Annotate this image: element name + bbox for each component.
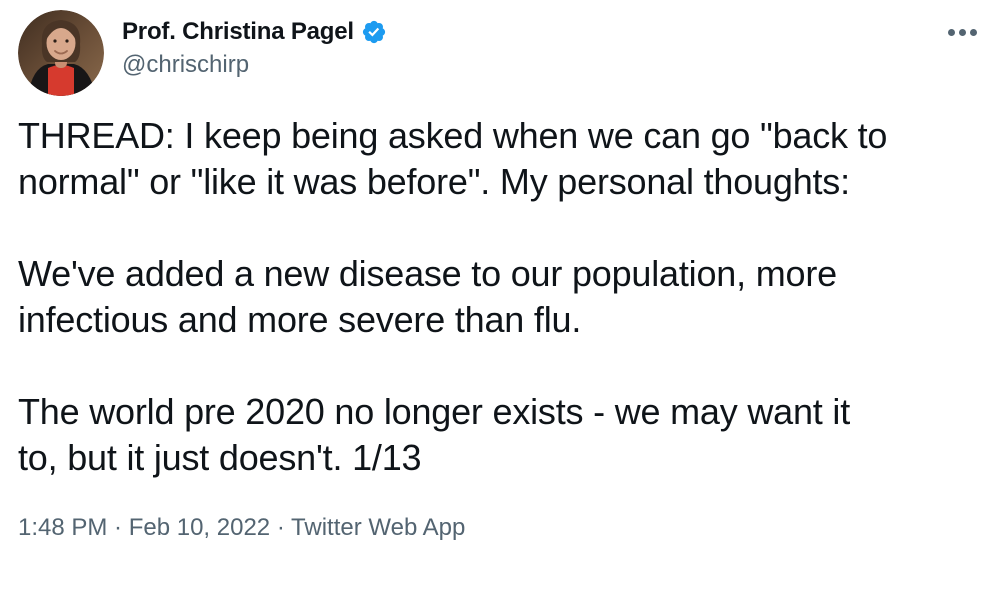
more-options-icon xyxy=(948,29,955,36)
tweet-paragraph: The world pre 2020 no longer exists - we… xyxy=(18,391,850,478)
more-options-button[interactable] xyxy=(944,25,981,40)
tweet-paragraph: We've added a new disease to our populat… xyxy=(18,253,837,340)
identity-block: Prof. Christina Pagel @chrischirp xyxy=(122,10,387,79)
display-name[interactable]: Prof. Christina Pagel xyxy=(122,18,354,45)
avatar-image xyxy=(18,10,104,96)
tweet-text: THREAD: I keep being asked when we can g… xyxy=(18,113,898,481)
name-row: Prof. Christina Pagel xyxy=(122,18,387,46)
more-options-icon xyxy=(959,29,966,36)
user-handle[interactable]: @chrischirp xyxy=(122,51,250,78)
more-options-icon xyxy=(970,29,977,36)
tweet-header: Prof. Christina Pagel @chrischirp xyxy=(18,10,984,96)
avatar[interactable] xyxy=(18,10,104,96)
verified-badge-icon xyxy=(361,19,387,45)
tweet-timestamp[interactable]: 1:48 PM · Feb 10, 2022 · Twitter Web App xyxy=(18,514,466,541)
tweet-paragraph: THREAD: I keep being asked when we can g… xyxy=(18,115,888,202)
